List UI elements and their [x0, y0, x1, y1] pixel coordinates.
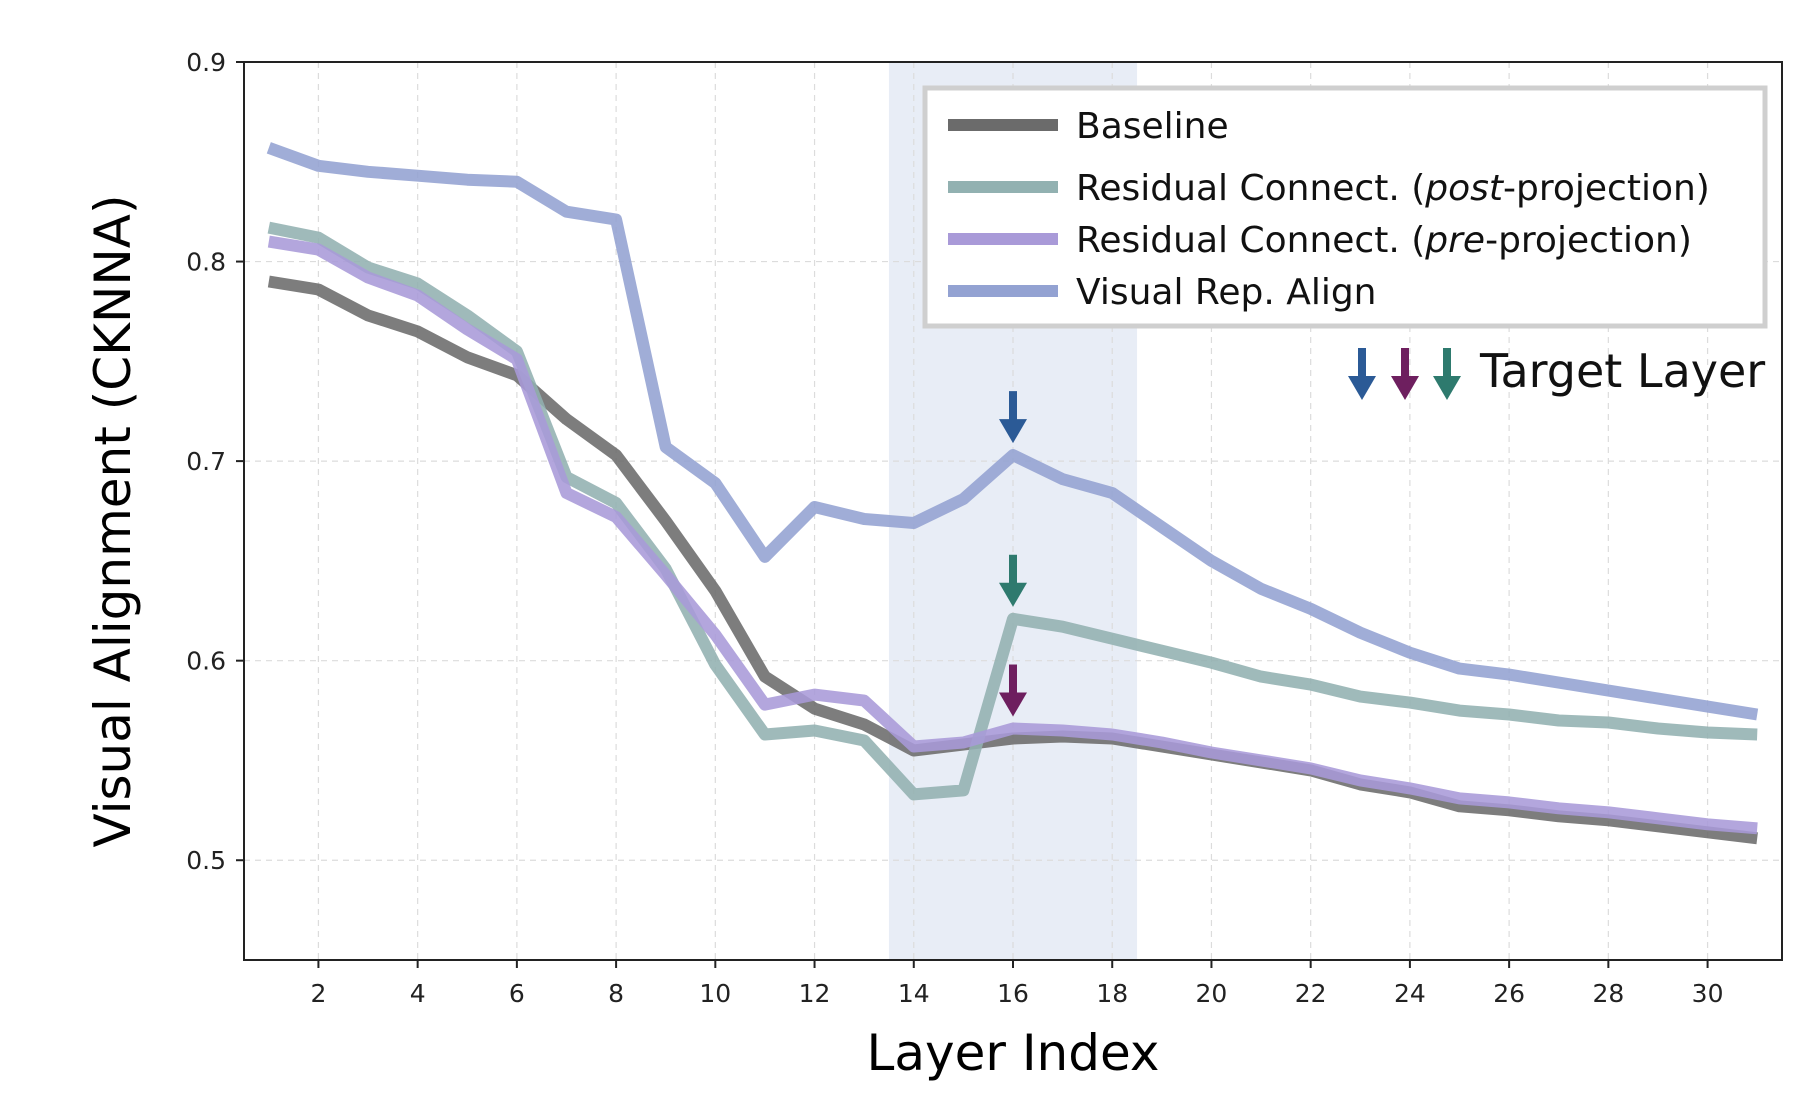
- x-tick-label: 6: [509, 979, 525, 1008]
- target-arrow-marker: [999, 391, 1027, 444]
- target-layer-legend: Target Layer: [1348, 344, 1765, 400]
- x-tick-label: 2: [310, 979, 326, 1008]
- x-tick-label: 16: [997, 979, 1029, 1008]
- series-line-residual-post-projection: [267, 221, 1758, 801]
- series-line-residual-pre-projection: [267, 235, 1758, 835]
- tick-layer: 2 4 6 8 10 12 14 16 18 20 22 24 26 28 300.50.60.70.80.…: [186, 48, 1723, 1008]
- x-tick-label: 30: [1692, 979, 1724, 1008]
- x-tick-label: 14: [898, 979, 930, 1008]
- legend-label: Residual Connect. (post-projection): [1076, 168, 1710, 209]
- legend-label: Visual Rep. Align: [1076, 272, 1377, 313]
- y-tick-label: 0.6: [186, 647, 226, 676]
- x-tick-label: 24: [1394, 979, 1426, 1008]
- legend-box: [922, 85, 1768, 329]
- target-legend-arrow: [1391, 348, 1419, 400]
- x-tick-label: 28: [1592, 979, 1624, 1008]
- x-tick-label: 10: [699, 979, 731, 1008]
- x-tick-label: 4: [410, 979, 426, 1008]
- target-arrow-marker: [999, 554, 1027, 607]
- x-axis-title: Layer Index: [867, 1024, 1160, 1082]
- target-marker-layer: [999, 391, 1027, 717]
- target-legend-arrow: [1348, 348, 1376, 400]
- x-tick-label: 22: [1295, 979, 1327, 1008]
- y-tick-label: 0.8: [186, 248, 226, 277]
- target-layer-label: Target Layer: [1479, 344, 1765, 398]
- target-arrow-marker: [999, 664, 1027, 717]
- y-tick-label: 0.9: [186, 48, 226, 77]
- legend-label: Residual Connect. (pre-projection): [1076, 220, 1692, 261]
- series-layer: [266, 142, 1759, 845]
- x-tick-label: 26: [1493, 979, 1525, 1008]
- legend-label: Baseline: [1076, 106, 1229, 147]
- x-tick-label: 18: [1096, 979, 1128, 1008]
- x-tick-label: 12: [799, 979, 831, 1008]
- y-tick-label: 0.5: [186, 846, 226, 875]
- target-legend-arrow: [1433, 348, 1461, 400]
- series-line-visual-rep-align: [266, 142, 1759, 721]
- x-tick-label: 20: [1196, 979, 1228, 1008]
- y-axis-title: Visual Alignment (CKNNA): [84, 195, 142, 848]
- legend: Baseline Residual Connect. (post-projecti…: [922, 85, 1768, 329]
- x-tick-label: 8: [608, 979, 624, 1008]
- y-tick-label: 0.7: [186, 447, 226, 476]
